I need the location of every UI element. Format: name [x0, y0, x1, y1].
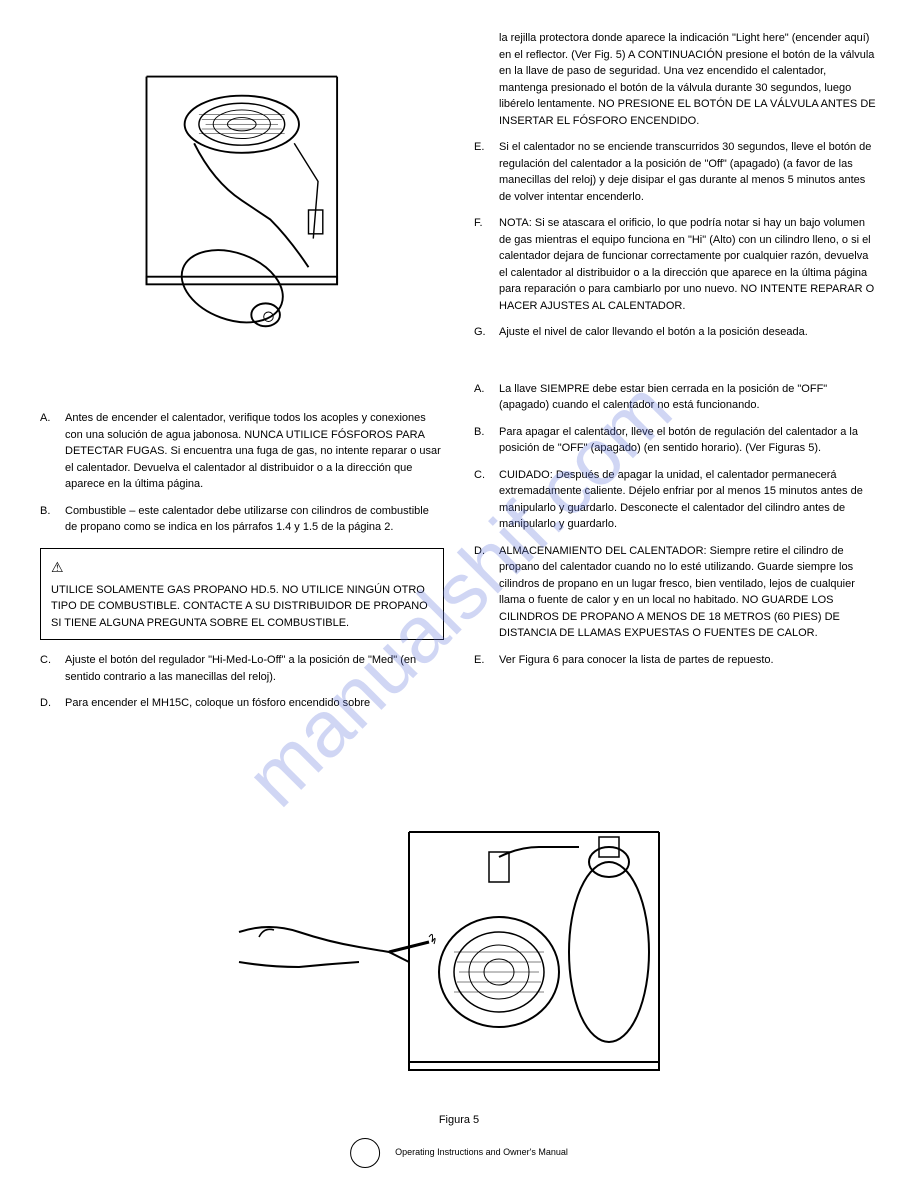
warning-box: ⚠ UTILICE SOLAMENTE GAS PROPANO HD.5. NO… [40, 548, 444, 641]
heater-svg-2 [209, 752, 709, 1102]
list-item: G.Ajuste el nivel de calor llevando el b… [474, 324, 878, 341]
list-content: Antes de encender el calentador, verifiq… [65, 410, 444, 493]
continuation-text: la rejilla protectora donde aparece la i… [499, 30, 878, 129]
list-content: NOTA: Si se atascara el orificio, lo que… [499, 215, 878, 314]
list-item: E.Si el calentador no se enciende transc… [474, 139, 878, 205]
list-letter: C. [40, 652, 65, 685]
list-letter: F. [474, 215, 499, 314]
footer-text: Operating Instructions and Owner's Manua… [395, 1146, 568, 1160]
list-item: D.Para encender el MH15C, coloque un fós… [40, 695, 444, 712]
list-letter: E. [474, 139, 499, 205]
list-letter: A. [40, 410, 65, 493]
list-letter: A. [474, 381, 499, 414]
section-gap [474, 351, 878, 381]
heater-illustration-1 [40, 30, 444, 390]
figure-caption: Figura 5 [40, 1112, 878, 1129]
list-item: C.CUIDADO: Después de apagar la unidad, … [474, 467, 878, 533]
list-item: B.Para apagar el calentador, lleve el bo… [474, 424, 878, 457]
list-content: Si el calentador no se enciende transcur… [499, 139, 878, 205]
list-item: F.NOTA: Si se atascara el orificio, lo q… [474, 215, 878, 314]
list-content: Para apagar el calentador, lleve el botó… [499, 424, 878, 457]
list-letter: E. [474, 652, 499, 669]
list-letter: B. [474, 424, 499, 457]
list-content: Ajuste el nivel de calor llevando el bot… [499, 324, 878, 341]
list-content: CUIDADO: Después de apagar la unidad, el… [499, 467, 878, 533]
left-column: A.Antes de encender el calentador, verif… [40, 30, 444, 722]
list-content: Ajuste el botón del regulador "Hi-Med-Lo… [65, 652, 444, 685]
list-item: A.Antes de encender el calentador, verif… [40, 410, 444, 493]
page-number-circle [350, 1138, 380, 1168]
heater-svg-1 [60, 48, 424, 372]
heater-illustration-2 [209, 752, 709, 1102]
list-item: C.Ajuste el botón del regulador "Hi-Med-… [40, 652, 444, 685]
list-letter: D. [474, 543, 499, 642]
right-top-items-list: E.Si el calentador no se enciende transc… [474, 139, 878, 341]
list-letter: B. [40, 503, 65, 536]
right-column: la rejilla protectora donde aparece la i… [474, 30, 878, 722]
list-content: Ver Figura 6 para conocer la lista de pa… [499, 652, 878, 669]
list-content: ALMACENAMIENTO DEL CALENTADOR: Siempre r… [499, 543, 878, 642]
left-items-after-list: C.Ajuste el botón del regulador "Hi-Med-… [40, 652, 444, 712]
list-content: La llave SIEMPRE debe estar bien cerrada… [499, 381, 878, 414]
list-letter: C. [474, 467, 499, 533]
left-items-list: A.Antes de encender el calentador, verif… [40, 410, 444, 536]
bottom-section: Figura 5 [40, 752, 878, 1129]
page-container: A.Antes de encender el calentador, verif… [40, 30, 878, 722]
list-item: A.La llave SIEMPRE debe estar bien cerra… [474, 381, 878, 414]
footer: Operating Instructions and Owner's Manua… [350, 1138, 568, 1168]
list-letter: D. [40, 695, 65, 712]
list-item: B.Combustible – este calentador debe uti… [40, 503, 444, 536]
right-bottom-items-list: A.La llave SIEMPRE debe estar bien cerra… [474, 381, 878, 669]
list-letter: G. [474, 324, 499, 341]
list-content: Para encender el MH15C, coloque un fósfo… [65, 695, 444, 712]
warning-icon: ⚠ [51, 557, 433, 578]
list-item: D.ALMACENAMIENTO DEL CALENTADOR: Siempre… [474, 543, 878, 642]
list-item: E.Ver Figura 6 para conocer la lista de … [474, 652, 878, 669]
list-content: Combustible – este calentador debe utili… [65, 503, 444, 536]
warning-text: UTILICE SOLAMENTE GAS PROPANO HD.5. NO U… [51, 582, 433, 632]
